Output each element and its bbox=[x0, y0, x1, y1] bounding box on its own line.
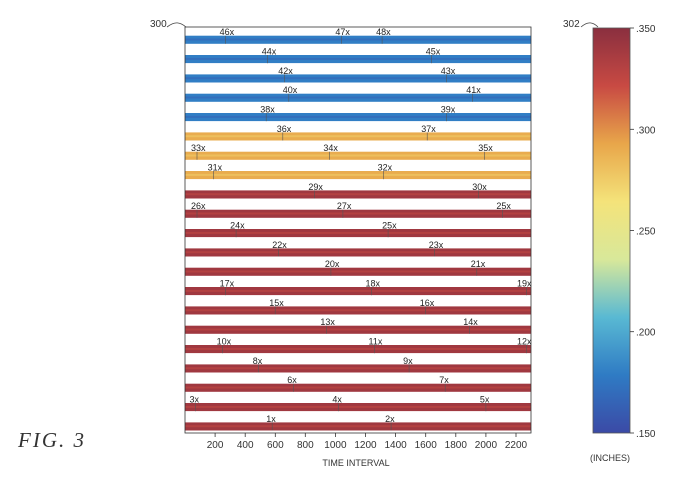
x-tick-label: 1800 bbox=[445, 440, 468, 451]
band-label: 45x bbox=[426, 47, 441, 57]
band-label: 48x bbox=[376, 27, 391, 37]
x-tick-label: 2200 bbox=[505, 440, 528, 451]
scan-band-texture bbox=[185, 193, 531, 195]
band-label: 3x bbox=[190, 395, 200, 405]
x-tick-label: 200 bbox=[207, 440, 224, 451]
scan-band-texture bbox=[185, 271, 531, 273]
band-label: 4x bbox=[332, 395, 342, 405]
scan-band-texture bbox=[185, 329, 531, 331]
scan-band-texture bbox=[185, 155, 531, 157]
colorbar-reference-leader bbox=[581, 23, 598, 27]
band-label: 23x bbox=[429, 240, 444, 250]
scan-band-texture bbox=[185, 348, 531, 350]
band-label: 38x bbox=[260, 105, 275, 115]
scan-band-texture bbox=[185, 387, 531, 389]
band-label: 40x bbox=[283, 85, 298, 95]
band-label: 31x bbox=[208, 163, 223, 173]
scan-band-texture bbox=[185, 77, 531, 79]
band-label: 22x bbox=[272, 240, 287, 250]
band-label: 1x bbox=[266, 414, 276, 424]
scan-band-texture bbox=[185, 39, 531, 41]
band-label: 42x bbox=[278, 66, 293, 76]
scan-band-texture bbox=[185, 213, 531, 215]
band-label: 12x bbox=[517, 337, 532, 347]
band-label: 6x bbox=[287, 375, 297, 385]
scan-band-texture bbox=[185, 290, 531, 292]
x-tick-label: 400 bbox=[237, 440, 254, 451]
x-tick-label: 1200 bbox=[354, 440, 377, 451]
band-label: 30x bbox=[472, 182, 487, 192]
x-tick-label: 800 bbox=[297, 440, 314, 451]
band-label: 9x bbox=[403, 356, 413, 366]
x-tick-label: 1000 bbox=[324, 440, 347, 451]
band-label: 37x bbox=[421, 124, 436, 134]
band-label: 44x bbox=[262, 47, 277, 57]
scan-band-texture bbox=[185, 174, 531, 176]
band-label: 10x bbox=[217, 337, 232, 347]
scan-band-texture bbox=[185, 309, 531, 311]
scan-band-texture bbox=[185, 97, 531, 99]
band-label: 21x bbox=[471, 259, 486, 269]
band-label: 25x bbox=[496, 201, 511, 211]
x-tick-label: 1600 bbox=[415, 440, 438, 451]
band-label: 35x bbox=[478, 143, 493, 153]
band-label: 34x bbox=[323, 143, 338, 153]
band-label: 29x bbox=[308, 182, 323, 192]
band-label: 17x bbox=[220, 279, 235, 289]
band-label: 41x bbox=[466, 85, 481, 95]
x-tick-label: 1400 bbox=[384, 440, 407, 451]
colorbar-tick-label: .200 bbox=[636, 328, 656, 339]
plot-area: 46x 47x 48x 44x 45x 42x 43x 40x 41x 38x 39x 36x 37x 3… bbox=[185, 27, 532, 433]
scan-band-texture bbox=[185, 58, 531, 60]
colorbar-tick-label: .150 bbox=[636, 429, 656, 440]
band-label: 11x bbox=[369, 337, 383, 347]
scan-band-texture bbox=[185, 425, 531, 427]
x-tick-label: 2000 bbox=[475, 440, 498, 451]
scan-band-texture bbox=[185, 116, 531, 118]
band-label: 16x bbox=[420, 298, 435, 308]
plot-reference-leader bbox=[167, 23, 186, 27]
colorbar-tick-label: .350 bbox=[636, 24, 656, 35]
band-label: 39x bbox=[441, 105, 456, 115]
band-label: 46x bbox=[220, 27, 235, 37]
scan-band-texture bbox=[185, 135, 531, 137]
band-label: 13x bbox=[320, 317, 335, 327]
band-label: 20x bbox=[325, 259, 340, 269]
band-label: 8x bbox=[253, 356, 263, 366]
band-label: 24x bbox=[230, 221, 245, 231]
scan-band-texture bbox=[185, 232, 531, 234]
band-label: 43x bbox=[441, 66, 456, 76]
band-label: 25x bbox=[382, 221, 397, 231]
band-label: 32x bbox=[378, 163, 393, 173]
x-axis-title: TIME INTERVAL bbox=[322, 458, 389, 468]
band-label: 19x bbox=[517, 279, 532, 289]
colorbar-ticks: .350 .300 .250 .200 .150 bbox=[630, 24, 656, 440]
band-label: 33x bbox=[191, 143, 206, 153]
band-label: 47x bbox=[335, 27, 350, 37]
colorbar-tick-label: .250 bbox=[636, 227, 656, 238]
band-label: 5x bbox=[480, 395, 490, 405]
scan-band-texture bbox=[185, 406, 531, 408]
colorbar-tick-label: .300 bbox=[636, 125, 656, 136]
band-label: 36x bbox=[277, 124, 292, 134]
colorbar bbox=[593, 28, 630, 433]
band-label: 26x bbox=[191, 201, 206, 211]
band-label: 2x bbox=[385, 414, 395, 424]
scan-band-texture bbox=[185, 367, 531, 369]
scan-band-texture bbox=[185, 251, 531, 253]
band-label: 7x bbox=[439, 375, 449, 385]
band-label: 15x bbox=[269, 298, 284, 308]
x-tick-label: 600 bbox=[267, 440, 284, 451]
x-axis: 200 400 600 800 1000 1200 1400 1600 1800 2000 2200 bbox=[207, 433, 528, 451]
band-label: 14x bbox=[463, 317, 478, 327]
band-label: 18x bbox=[366, 279, 381, 289]
band-label: 27x bbox=[337, 201, 352, 211]
colorbar-unit-label: (INCHES) bbox=[590, 453, 630, 463]
